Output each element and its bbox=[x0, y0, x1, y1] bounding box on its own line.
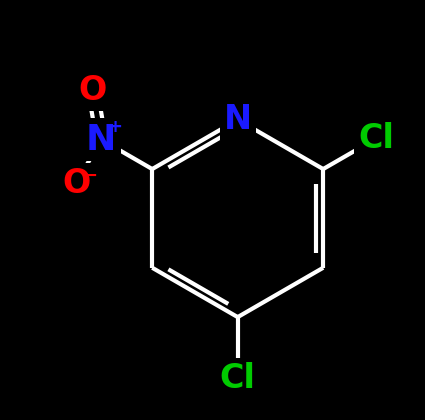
Text: Cl: Cl bbox=[358, 122, 394, 155]
Text: +: + bbox=[107, 118, 122, 136]
Text: −: − bbox=[82, 167, 97, 185]
Text: Cl: Cl bbox=[220, 362, 256, 394]
Text: N: N bbox=[86, 123, 116, 157]
Text: N: N bbox=[224, 103, 252, 136]
Text: O: O bbox=[62, 167, 90, 200]
Text: O: O bbox=[79, 74, 107, 107]
